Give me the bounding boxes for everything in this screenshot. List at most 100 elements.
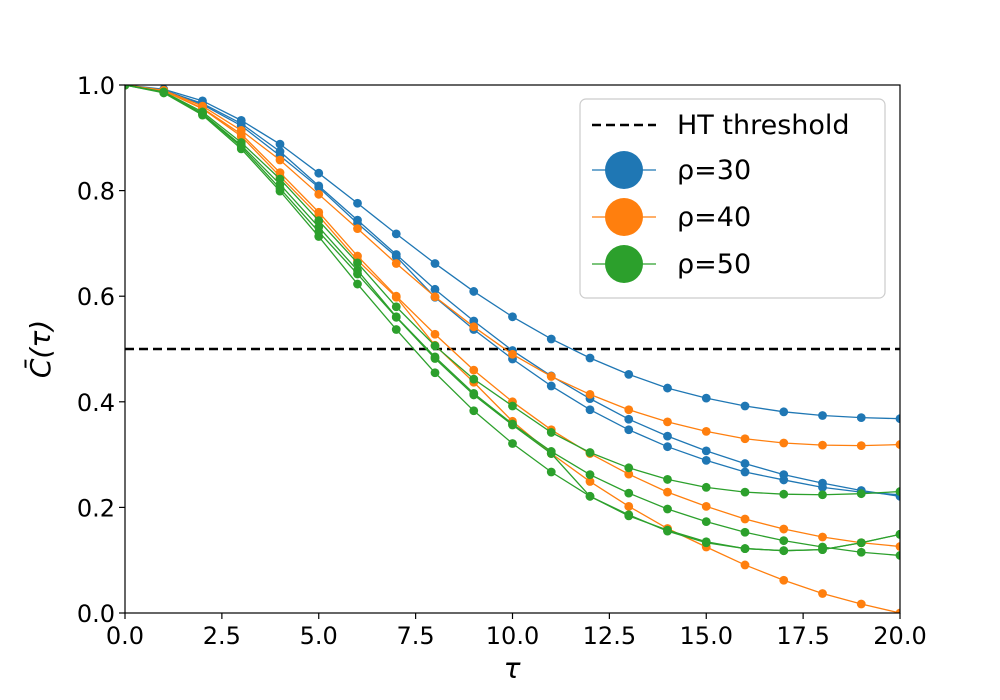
data-point: [469, 406, 479, 416]
data-point: [740, 527, 750, 537]
data-point: [546, 372, 556, 381]
data-point: [624, 463, 634, 473]
data-point: [740, 459, 750, 468]
data-point: [430, 259, 440, 268]
data-point: [779, 524, 789, 534]
data-point: [430, 341, 440, 351]
data-point: [430, 284, 440, 294]
legend-box: [579, 98, 886, 299]
x-tick-label: 0.0: [106, 622, 144, 650]
data-point: [585, 477, 595, 486]
data-point: [701, 393, 711, 403]
legend: HT threshold ρ=30 ρ=40 ρ=50: [579, 98, 886, 299]
data-point: [663, 431, 672, 441]
data-point: [430, 368, 440, 378]
data-point: [779, 489, 789, 499]
data-point: [159, 88, 169, 98]
data-point: [314, 168, 324, 178]
x-tick-label: 7.5: [397, 622, 435, 650]
x-tick-label: 20.0: [873, 622, 926, 650]
data-point: [856, 489, 866, 499]
data-point: [663, 442, 672, 452]
legend-label: ρ=50: [677, 249, 751, 280]
data-point: [856, 538, 866, 548]
data-point: [430, 292, 440, 302]
data-point: [895, 529, 900, 539]
data-point: [701, 517, 711, 527]
data-point: [856, 599, 866, 609]
y-axis-label: C̄(τ): [23, 320, 57, 378]
data-point: [275, 155, 285, 165]
data-point: [856, 441, 866, 451]
y-tick-label: 0.4: [77, 389, 115, 417]
data-point: [430, 329, 440, 339]
y-tick-label: 0.6: [77, 283, 115, 311]
data-point: [663, 504, 672, 514]
data-point: [624, 425, 634, 435]
x-tick-label: 17.5: [776, 622, 829, 650]
data-point: [818, 440, 827, 450]
data-point: [818, 532, 827, 542]
data-point: [818, 545, 827, 555]
data-point: [701, 537, 711, 547]
data-point: [391, 252, 401, 261]
legend-swatch-marker: [605, 198, 643, 236]
data-point: [546, 428, 556, 437]
x-tick-label: 10.0: [486, 622, 539, 650]
data-point: [818, 589, 827, 598]
x-tick-label: 2.5: [203, 622, 241, 650]
data-point: [508, 312, 517, 322]
data-point: [585, 470, 595, 480]
legend-swatch-marker: [605, 151, 643, 189]
y-axis: 0.0 0.2 0.4 0.6 0.8 1.0: [77, 72, 125, 628]
data-point: [818, 411, 827, 420]
data-point: [546, 467, 556, 477]
x-axis-label: τ: [504, 652, 521, 685]
data-point: [663, 417, 672, 427]
data-point: [125, 85, 130, 90]
data-point: [701, 446, 711, 456]
data-point: [391, 302, 401, 312]
data-point: [740, 434, 750, 444]
y-tick-label: 1.0: [77, 72, 115, 100]
data-point: [391, 325, 401, 334]
y-tick-label: 0.2: [77, 494, 115, 522]
data-point: [508, 349, 517, 359]
x-tick-label: 5.0: [300, 622, 338, 650]
data-point: [895, 440, 900, 449]
legend-label: ρ=30: [677, 155, 751, 186]
data-point: [353, 224, 362, 234]
data-point: [895, 608, 900, 613]
data-point: [469, 365, 479, 375]
data-point: [508, 420, 517, 430]
data-point: [895, 414, 900, 424]
data-point: [275, 186, 285, 196]
x-axis: 0.0 2.5 5.0 7.5 10.0 12.5 15.0 17.5 20.0: [106, 613, 927, 650]
data-point: [779, 438, 789, 448]
y-tick-label: 0.8: [77, 178, 115, 206]
data-point: [624, 469, 634, 479]
data-point: [818, 490, 827, 500]
data-point: [895, 551, 900, 560]
data-point: [508, 439, 517, 448]
x-tick-label: 15.0: [680, 622, 733, 650]
data-point: [585, 448, 595, 457]
data-point: [585, 491, 595, 501]
data-point: [430, 354, 440, 363]
data-point: [701, 456, 711, 465]
data-point: [740, 401, 750, 411]
data-point: [585, 390, 595, 399]
data-point: [391, 259, 401, 268]
data-point: [779, 407, 789, 417]
data-point: [701, 501, 711, 511]
data-point: [275, 139, 285, 149]
data-point: [353, 258, 362, 268]
data-point: [236, 144, 246, 154]
data-point: [740, 487, 750, 497]
data-point: [391, 229, 401, 239]
data-point: [546, 381, 556, 391]
data-point: [624, 511, 634, 521]
data-point: [314, 232, 324, 241]
data-point: [314, 216, 324, 226]
